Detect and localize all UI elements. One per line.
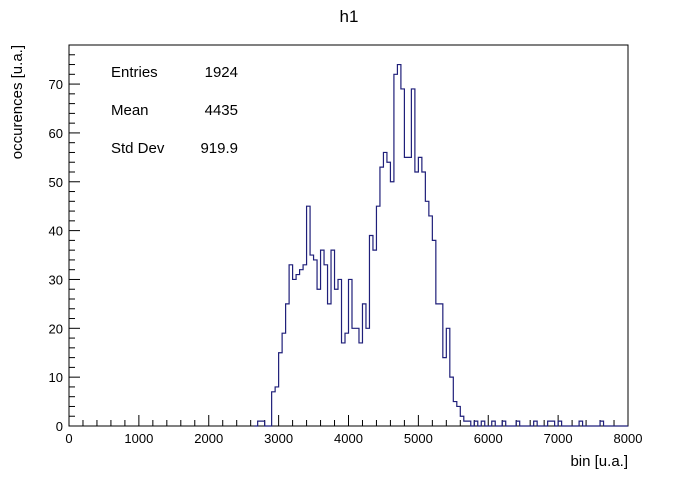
stats-label-std-dev: Std Dev	[111, 140, 165, 157]
y-axis-label: occurences [u.a.]	[9, 45, 26, 159]
x-tick-label: 7000	[544, 431, 573, 446]
x-tick-label: 6000	[474, 431, 503, 446]
y-tick-label: 70	[49, 77, 63, 92]
x-axis-label: bin [u.a.]	[570, 453, 628, 470]
stats-label-mean: Mean	[111, 102, 149, 119]
y-tick-label: 30	[49, 272, 63, 287]
x-tick-label: 5000	[404, 431, 433, 446]
y-tick-label: 60	[49, 126, 63, 141]
plot-area: 0 1000 2000 3000 4000 5000 6000 7000 8000 0 10 20 30…	[49, 44, 643, 446]
chart-title: h1	[340, 7, 359, 26]
y-tick-label: 10	[49, 370, 63, 385]
stats-value-mean: 4435	[205, 102, 238, 119]
stats-value-entries: 1924	[205, 64, 238, 81]
x-tick-label: 4000	[334, 431, 363, 446]
plot-frame	[68, 44, 629, 427]
stats-label-entries: Entries	[111, 64, 158, 81]
y-tick-label: 50	[49, 175, 63, 190]
y-tick-label: 40	[49, 224, 63, 239]
x-tick-label: 1000	[124, 431, 153, 446]
histogram-series	[254, 63, 628, 427]
stats-value-std-dev: 919.9	[200, 140, 238, 157]
x-tick-label: 2000	[194, 431, 223, 446]
x-tick-label: 3000	[264, 431, 293, 446]
x-tick-label: 0	[65, 431, 72, 446]
y-tick-label: 20	[49, 321, 63, 336]
x-tick-label: 8000	[614, 431, 643, 446]
y-tick-label: 0	[56, 419, 63, 434]
